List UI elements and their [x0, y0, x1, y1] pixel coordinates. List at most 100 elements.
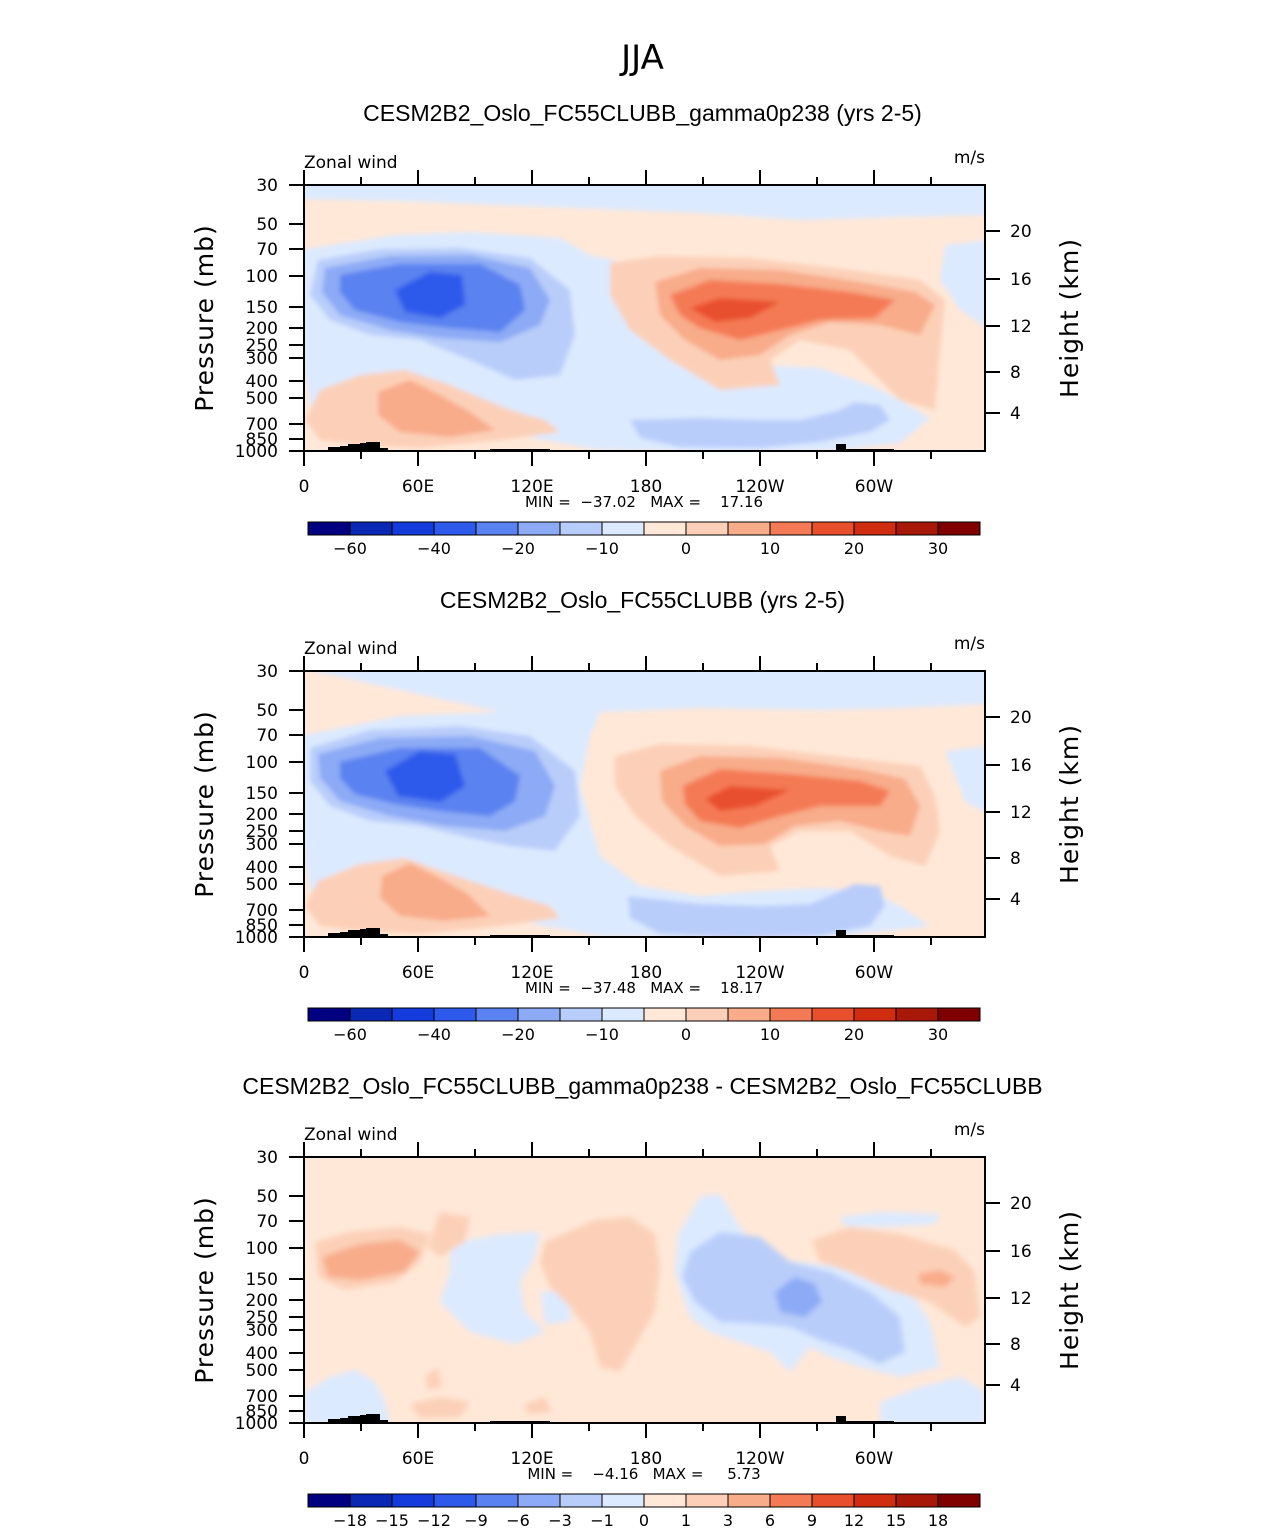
- x-tick-label: 120E: [510, 963, 553, 983]
- colorbar-label: 20: [844, 1025, 864, 1044]
- y-right-tick-labels-1: 20 16 12 8 4: [1010, 222, 1032, 424]
- colorbar-label: 1: [681, 1511, 691, 1530]
- colorbar-label: 9: [807, 1511, 817, 1530]
- x-tick-label: 60E: [402, 1449, 434, 1469]
- y-tick-label: 70: [256, 240, 278, 260]
- y-tick-label: 30: [256, 176, 278, 196]
- y-right-tick-labels-3: 20 16 12 8 4: [1010, 1194, 1032, 1396]
- colorbar-swatch: [811, 1493, 855, 1508]
- x-ticks-1: [289, 170, 1000, 466]
- colorbar-label: −18: [333, 1511, 367, 1530]
- colorbar-label: 10: [760, 539, 780, 558]
- y-tick-label: 850: [246, 916, 278, 936]
- y-tick-label: 300: [246, 1321, 278, 1341]
- main-title: JJA: [621, 38, 664, 78]
- plot-frame-3: [303, 1156, 986, 1424]
- y-tick-label: 70: [256, 1212, 278, 1232]
- y-right-tick-label: 20: [1010, 222, 1032, 242]
- colorbar-swatch: [937, 1493, 981, 1508]
- y-tick-label: 150: [246, 1270, 278, 1290]
- y-tick-label: 200: [246, 805, 278, 825]
- y-tick-label: 250: [246, 1308, 278, 1328]
- colorbar-label: −60: [333, 1025, 367, 1044]
- y-axis-label-3: Pressure (mb): [190, 1196, 219, 1383]
- y-tick-label: 250: [246, 822, 278, 842]
- y-tick-label: 850: [246, 1402, 278, 1422]
- colorbar-swatch: [559, 1493, 603, 1508]
- y-tick-label: 150: [246, 298, 278, 318]
- y-tick-label: 30: [256, 1148, 278, 1168]
- y-right-tick-label: 16: [1010, 270, 1032, 290]
- contour-field-2: [304, 671, 985, 937]
- right-label-1: m/s: [954, 148, 985, 168]
- colorbar-3: −18 −15 −12 −9 −6 −3 −1 0 1 3 6 9 12 15 18: [307, 1493, 981, 1530]
- y-tick-label: 400: [246, 372, 278, 392]
- right-label-3: m/s: [954, 1120, 985, 1140]
- x-ticks-2: [289, 656, 1000, 952]
- y-right-tick-label: 12: [1010, 1289, 1032, 1309]
- colorbar-label: 30: [928, 539, 948, 558]
- colorbar-swatch: [685, 1493, 729, 1508]
- colorbar-label: 10: [760, 1025, 780, 1044]
- y-right-tick-label: 4: [1010, 890, 1021, 910]
- y-tick-label: 500: [246, 875, 278, 895]
- colorbar-label: 15: [886, 1511, 906, 1530]
- y-tick-label: 100: [246, 753, 278, 773]
- colorbar-label: 0: [639, 1511, 649, 1530]
- x-tick-label: 120W: [735, 963, 784, 983]
- colorbar-label: −3: [548, 1511, 572, 1530]
- colorbar-swatch: [349, 1493, 393, 1508]
- colorbar-label: 20: [844, 539, 864, 558]
- x-tick-label: 0: [299, 963, 310, 983]
- y-tick-label: 30: [256, 662, 278, 682]
- colorbar-2: −60 −40 −20 −10 0 10 20 30: [307, 1007, 981, 1044]
- colorbar-swatch: [391, 1493, 435, 1508]
- y-right-axis-label-3: Height (km): [1055, 1210, 1084, 1370]
- y-right-axis-label-1: Height (km): [1055, 238, 1084, 398]
- y-tick-label: 850: [246, 430, 278, 450]
- y-right-tick-label: 4: [1010, 404, 1021, 424]
- left-label-2: Zonal wind: [304, 639, 398, 659]
- right-label-2: m/s: [954, 634, 985, 654]
- y-tick-label: 300: [246, 349, 278, 369]
- y-axis-label-2: Pressure (mb): [190, 710, 219, 897]
- y-tick-label: 400: [246, 858, 278, 878]
- panel-title-3: CESM2B2_Oslo_FC55CLUBB_gamma0p238 - CESM…: [242, 1073, 1043, 1099]
- colorbar-swatch: [895, 1493, 939, 1508]
- y-tick-label: 100: [246, 1239, 278, 1259]
- colorbar-label: 0: [681, 1025, 691, 1044]
- colorbar-label: −40: [417, 1025, 451, 1044]
- y-tick-label: 700: [246, 415, 278, 435]
- y-right-tick-label: 12: [1010, 803, 1032, 823]
- x-tick-label: 60W: [855, 477, 894, 497]
- y-tick-label: 1000: [235, 928, 278, 948]
- y-right-tick-label: 12: [1010, 317, 1032, 337]
- plot-frame-2: [303, 670, 986, 938]
- y-right-tick-label: 8: [1010, 363, 1021, 383]
- y-right-tick-label: 8: [1010, 1335, 1021, 1355]
- x-tick-label: 120W: [735, 1449, 784, 1469]
- colorbar-swatch: [601, 1493, 645, 1508]
- colorbar-label: −60: [333, 539, 367, 558]
- left-label-1: Zonal wind: [304, 153, 398, 173]
- colorbar-swatch: [643, 1493, 687, 1508]
- colorbar-swatch: [937, 521, 981, 536]
- y-tick-label: 700: [246, 1387, 278, 1407]
- colorbar-swatch: [853, 1493, 897, 1508]
- x-tick-label: 60E: [402, 477, 434, 497]
- colorbar-swatch: [307, 1493, 351, 1508]
- colorbar-label: −40: [417, 539, 451, 558]
- chart-panel-1: Zonal wind m/s: [190, 148, 1084, 558]
- y-tick-label: 400: [246, 1344, 278, 1364]
- colorbar-1: −60 −40 −20 −10 0 10 20 30: [307, 521, 981, 558]
- x-tick-labels-3: 0 60E 120E 180 120W 60W: [299, 1449, 894, 1469]
- y-tick-labels-3: 30 50 70 100 150 200 250 300 400 500 700…: [235, 1148, 278, 1434]
- colorbar-swatch: [727, 1493, 771, 1508]
- y-tick-label: 700: [246, 901, 278, 921]
- y-tick-label: 50: [256, 215, 278, 235]
- y-tick-labels-2: 30 50 70 100 150 200 250 300 400 500 700…: [235, 662, 278, 948]
- x-tick-label: 0: [299, 477, 310, 497]
- colorbar-label: −6: [506, 1511, 530, 1530]
- colorbar-swatch: [769, 1493, 813, 1508]
- x-tick-label: 120W: [735, 477, 784, 497]
